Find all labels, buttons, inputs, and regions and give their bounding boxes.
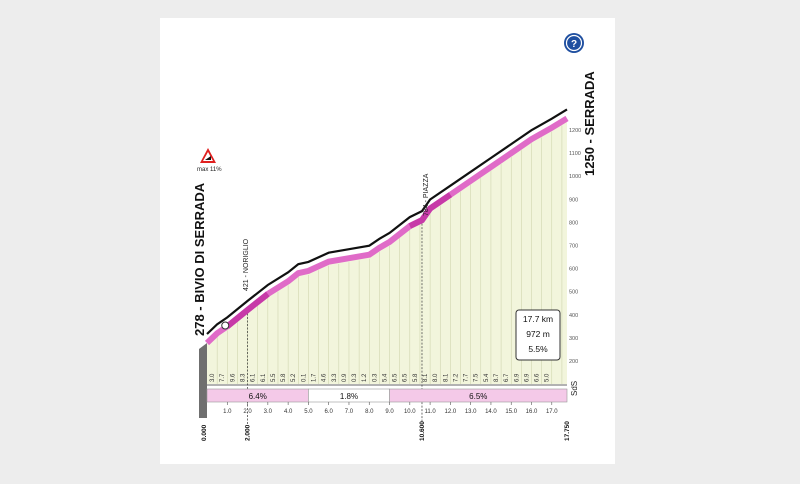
profile-card: 200 300 400 500 600 700 800 900 1000 1100 1200 3.0…: [160, 18, 615, 464]
km-gradient-label: 0.3: [372, 373, 378, 382]
waypoint-label-piazza: 784 - PIAZZA: [423, 173, 430, 216]
km-gradient-label: 7.2: [454, 373, 460, 382]
max-gradient-label: max 11%: [197, 167, 222, 173]
start-label: 278 - BIVIO DI SERRADA: [192, 182, 207, 336]
km-gradient-label: 6.1: [251, 373, 257, 382]
x-tick-label: 5.0: [304, 409, 313, 415]
y-tick-label: 500: [569, 290, 578, 296]
x-tick-label: 10.0: [404, 409, 416, 415]
stats-climb: 972 m: [526, 329, 550, 339]
y-tick-label: 800: [569, 220, 578, 226]
km-gradient-label: 1.2: [362, 373, 368, 382]
x-tick-label: 16.0: [526, 409, 538, 415]
y-tick-label: 1000: [569, 174, 581, 180]
y-tick-label: 300: [569, 336, 578, 342]
steep-segment: [225, 291, 270, 329]
start-wall: [199, 342, 207, 418]
km-gradient-label: 6.5: [403, 373, 409, 382]
km-gradient-label: 7.7: [220, 373, 226, 382]
km-gradient-label: 5.4: [484, 373, 490, 382]
km-gradient-label: 8.3: [241, 373, 247, 382]
km-gradient-label: 6.9: [524, 373, 530, 382]
y-tick-label: 400: [569, 313, 578, 319]
y-tick-label: 1200: [569, 128, 581, 134]
stats-box: 17.7 km 972 m 5.5%: [515, 309, 561, 361]
x-tick-label: 12.0: [445, 409, 457, 415]
km-gradient-label: 5.5: [271, 373, 277, 382]
km-gradient-label: 7.7: [464, 373, 470, 382]
km-gradient-label: 3.3: [332, 373, 338, 382]
y-tick-label: 600: [569, 267, 578, 273]
x-tick-label: 8.0: [365, 409, 374, 415]
km-gradient-label: 5.4: [383, 373, 389, 382]
km-gradient-label: 6.9: [514, 373, 520, 382]
sector-label: 6.5%: [469, 392, 487, 401]
finish-badge-icon: [564, 33, 584, 53]
road-line: [206, 108, 568, 335]
x-tick-label: 7.0: [345, 409, 354, 415]
x-mark-label: 2.000: [245, 424, 252, 441]
km-gradient-label: 5.8: [281, 373, 287, 382]
x-mark-label: 0.000: [201, 424, 208, 441]
x-tick-label: 4.0: [284, 409, 293, 415]
km-gradient-label: 6.5: [393, 373, 399, 382]
x-mark-label: 10.600: [419, 421, 426, 441]
x-tick-label: 11.0: [424, 409, 436, 415]
km-gradient-label: 8.7: [494, 373, 500, 382]
km-gradient-label: 5.8: [413, 373, 419, 382]
x-tick-label: 15.0: [505, 409, 517, 415]
km-gradient-label: 8.1: [443, 373, 449, 382]
km-gradient-label: 8.0: [433, 373, 439, 382]
km-gradient-label: 6.1: [261, 373, 267, 382]
y-tick-label: 1100: [569, 151, 581, 157]
max-gradient-icon: [200, 148, 216, 163]
km-gradient-label: 0.9: [342, 373, 348, 382]
elevation-profile-chart: 200 300 400 500 600 700 800 900 1000 1100 1200 3.0…: [192, 33, 597, 441]
y-tick-label: 700: [569, 244, 578, 250]
finish-label: 1250 - SERRADA: [582, 71, 597, 176]
sector-label: 6.4%: [249, 392, 267, 401]
finish-badge-text: ?: [571, 39, 577, 50]
stats-distance: 17.7 km: [523, 314, 553, 324]
km-gradient-label: 5.0: [545, 373, 551, 382]
sds-label: SdS: [570, 381, 579, 396]
x-mark-label: 17.750: [564, 421, 571, 441]
start-marker: [221, 321, 230, 330]
x-tick-label: 2.0: [243, 409, 252, 415]
km-gradient-label: 6.7: [504, 373, 510, 382]
x-tick-label: 1.0: [223, 409, 232, 415]
profile-area: [207, 118, 567, 385]
km-gradient-label: 3.0: [210, 373, 216, 382]
x-tick-label: 14.0: [485, 409, 497, 415]
km-gradient-label: 9.6: [230, 373, 236, 382]
y-tick-label: 900: [569, 197, 578, 203]
km-gradient-label: 5.2: [291, 373, 297, 382]
km-gradient-label: 4.6: [322, 373, 328, 382]
steep-segment: [408, 192, 453, 229]
stats-average: 5.5%: [528, 344, 548, 354]
x-tick-label: 17.0: [546, 409, 558, 415]
x-tick-label: 6.0: [325, 409, 334, 415]
y-tick-label: 200: [569, 359, 578, 365]
sector-label: 1.8%: [340, 392, 358, 401]
km-gradient-label: 8.1: [423, 373, 429, 382]
km-gradient-label: 7.5: [474, 373, 480, 382]
waypoint-label-noriglio: 421 - NORIGLIO: [243, 238, 250, 291]
km-gradient-label: 6.6: [535, 373, 541, 382]
km-gradient-label: 1.7: [312, 373, 318, 382]
km-gradient-label: 0.1: [301, 373, 307, 382]
x-tick-label: 9.0: [385, 409, 394, 415]
sector-band: [389, 388, 568, 403]
x-tick-label: 3.0: [264, 409, 273, 415]
km-gradient-label: 0.3: [352, 373, 358, 382]
x-tick-label: 13.0: [465, 409, 477, 415]
